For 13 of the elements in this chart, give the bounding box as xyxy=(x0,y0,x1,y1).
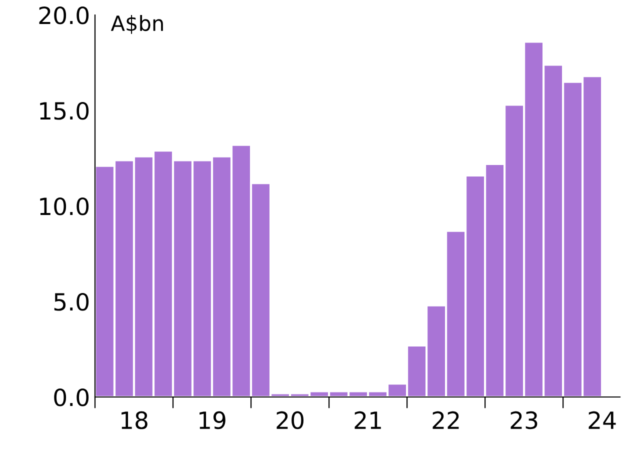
x-tick-label: 22 xyxy=(432,411,459,429)
y-tick-label: 20.0 xyxy=(39,6,89,24)
x-tick-label: 24 xyxy=(588,411,616,429)
x-tick-label: 18 xyxy=(122,411,148,430)
y-axis-title: A$bn xyxy=(110,15,163,34)
x-tick-label: 20 xyxy=(276,411,304,430)
y-tick-label: 0.0 xyxy=(54,388,89,406)
y-tick-label: 10.0 xyxy=(40,197,89,216)
x-tick-label: 19 xyxy=(200,411,226,430)
x-tick-label: 21 xyxy=(354,411,381,429)
y-tick-label: 15.0 xyxy=(40,102,89,120)
y-tick-label: 5.0 xyxy=(54,292,89,311)
x-tick-label: 23 xyxy=(510,411,538,430)
